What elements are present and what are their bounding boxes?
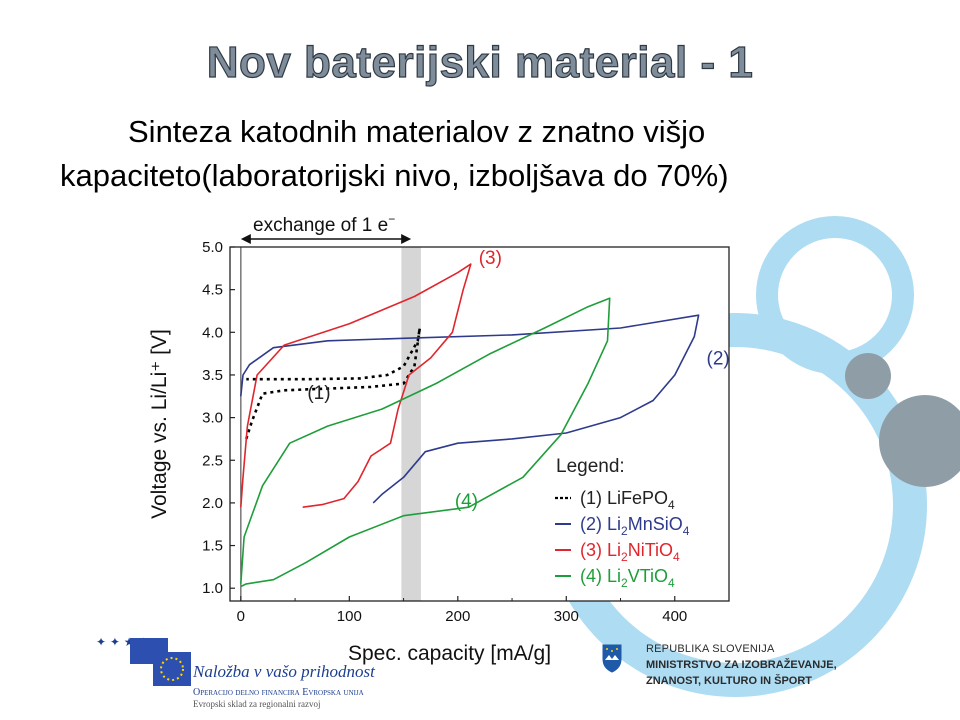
legend-subscript: 2 xyxy=(621,550,628,564)
legend-subscript: 2 xyxy=(621,524,628,538)
subtitle-line-2: kapaciteto(laboratorijski nivo, izboljša… xyxy=(60,158,729,193)
exchange-label-superscript: − xyxy=(388,212,395,226)
y-tick-label: 1.5 xyxy=(202,538,223,555)
y-tick-label: 4.0 xyxy=(202,324,223,341)
y-tick-label: 1.0 xyxy=(202,580,223,597)
legend-subscript: 4 xyxy=(668,576,675,590)
legend-text-part: MnSiO xyxy=(628,514,683,534)
ministry-name-line-2: ZNANOST, KULTURO IN ŠPORT xyxy=(646,675,813,687)
exchange-arrow-head-right xyxy=(401,234,412,244)
y-tick-label: 5.0 xyxy=(202,239,223,256)
curve-label-s3: (3) xyxy=(479,248,502,269)
x-tick-label: 200 xyxy=(445,608,470,625)
legend-text-part: VTiO xyxy=(628,566,668,586)
x-tick-label: 0 xyxy=(237,608,245,625)
slovenia-coat-of-arms-icon xyxy=(602,644,622,673)
slide-title: Nov baterijski material - 1 xyxy=(206,37,754,87)
subtitle-line-1: Sinteza katodnih materialov z znatno viš… xyxy=(128,114,706,149)
eu-fund-name: Evropski sklad za regionalni razvoj xyxy=(193,699,321,709)
plot-area xyxy=(230,247,729,601)
curve-label-s2: (2) xyxy=(707,349,730,370)
y-tick-label: 4.5 xyxy=(202,282,223,299)
legend-label-s4: (4) Li2VTiO4 xyxy=(580,566,675,590)
x-axis-label: Spec. capacity [mA/g] xyxy=(348,642,551,665)
legend-text-part: (2) Li xyxy=(580,514,621,534)
y-tick-label: 2.5 xyxy=(202,452,223,469)
legend-subscript: 4 xyxy=(683,524,690,538)
series-line-s3 xyxy=(240,263,472,508)
legend-text-part: (4) Li xyxy=(580,566,621,586)
deco-dot-small xyxy=(845,353,891,399)
y-tick-label: 3.5 xyxy=(202,367,223,384)
eu-slogan: Naložba v vašo prihodnost xyxy=(193,662,375,681)
legend-text-part: (3) Li xyxy=(580,540,621,560)
eu-funding-line: Operacijo delno financira Evropska unija xyxy=(193,687,364,698)
deco-dot-large xyxy=(879,395,960,487)
ministry-name-line-1: MINISTRSTVO ZA IZOBRAŽEVANJE, xyxy=(646,659,837,671)
slide-subtitle: Sinteza katodnih materialov z znatno viš… xyxy=(60,110,940,198)
x-tick-label: 100 xyxy=(337,608,362,625)
series-line-s4 xyxy=(240,297,611,588)
ministry-country: REPUBLIKA SLOVENIJA xyxy=(646,643,775,655)
y-tick-label: 3.0 xyxy=(202,410,223,427)
x-tick-label: 300 xyxy=(554,608,579,625)
legend-subscript: 2 xyxy=(621,576,628,590)
curve-label-s1: (1) xyxy=(307,383,330,404)
legend-text-part: (1) LiFePO xyxy=(580,488,668,508)
legend-label-s1: (1) LiFePO4 xyxy=(580,488,675,512)
legend-subscript: 4 xyxy=(668,498,675,512)
legend-subscript: 4 xyxy=(673,550,680,564)
deco-ring-top xyxy=(756,216,914,374)
y-tick-label: 2.0 xyxy=(202,495,223,512)
legend-text-part: NiTiO xyxy=(628,540,673,560)
ministry-block: REPUBLIKA SLOVENIJA MINISTRSTVO ZA IZOBR… xyxy=(646,641,946,689)
exchange-arrow-head-left xyxy=(240,234,251,244)
exchange-band xyxy=(401,247,421,601)
x-tick-label: 400 xyxy=(662,608,687,625)
y-axis-label: Voltage vs. Li/Li⁺ [V] xyxy=(148,329,171,519)
legend-title: Legend: xyxy=(556,456,625,477)
plot-frame xyxy=(229,246,730,602)
legend-label-s2: (2) Li2MnSiO4 xyxy=(580,514,690,538)
legend-label-s3: (3) Li2NiTiO4 xyxy=(580,540,680,564)
curve-label-s4: (4) xyxy=(455,491,478,512)
eu-funding-block: Naložba v vašo prihodnost Operacijo deln… xyxy=(193,662,413,709)
eu-flag-icon xyxy=(130,638,191,686)
exchange-label: exchange of 1 e− xyxy=(253,212,395,236)
